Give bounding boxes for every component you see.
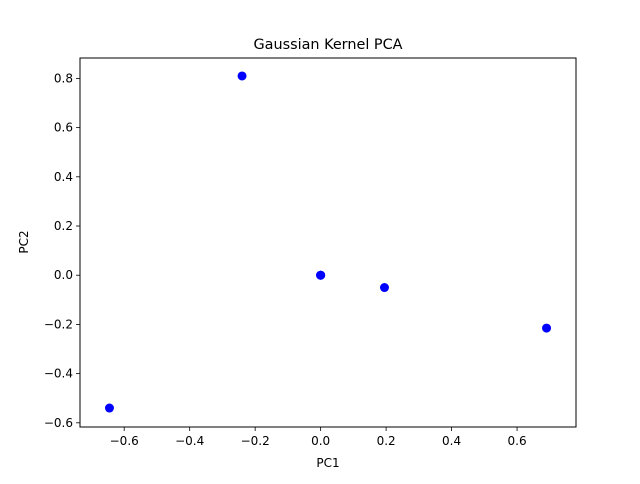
data-point: [316, 270, 326, 280]
y-tick-label: 0.0: [54, 268, 73, 282]
y-tick-label: 0.8: [54, 71, 73, 85]
x-axis-label: PC1: [316, 456, 339, 470]
y-axis-ticks: −0.6 −0.4 −0.2 0.0 0.2 0.4 0.6 0.8: [44, 71, 80, 430]
x-tick-label: 0.6: [508, 434, 527, 448]
x-tick-label: 0.2: [377, 434, 396, 448]
x-tick-label: 0.4: [442, 434, 461, 448]
y-tick-label: 0.4: [54, 170, 73, 184]
x-tick-label: 0.0: [311, 434, 330, 448]
y-tick-label: −0.2: [44, 317, 73, 331]
axes-frame: [79, 57, 577, 428]
x-tick-label: −0.4: [175, 434, 204, 448]
chart-title: Gaussian Kernel PCA: [254, 37, 403, 53]
y-tick-label: 0.2: [54, 219, 73, 233]
data-point: [237, 71, 247, 81]
x-axis-ticks: −0.6 −0.4 −0.2 0.0 0.2 0.4 0.6: [110, 427, 527, 448]
x-tick-label: −0.6: [110, 434, 139, 448]
data-point: [104, 403, 114, 413]
y-tick-label: 0.6: [54, 121, 73, 135]
x-tick-label: −0.2: [241, 434, 270, 448]
data-point: [379, 283, 389, 293]
y-axis-label: PC2: [17, 230, 31, 253]
y-tick-label: −0.4: [44, 367, 73, 381]
y-tick-label: −0.6: [44, 416, 73, 430]
data-point: [542, 323, 552, 333]
data-points: [104, 71, 552, 413]
